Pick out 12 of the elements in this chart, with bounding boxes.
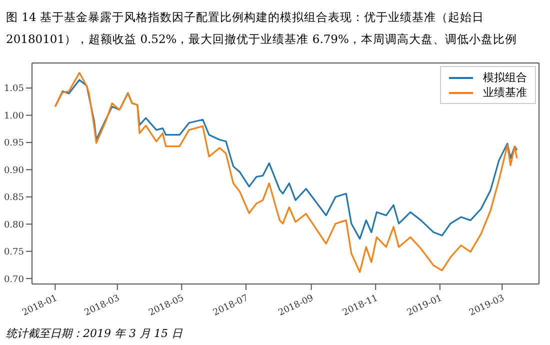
y-tick-label: 0.75: [4, 248, 24, 258]
legend-label: 业绩基准: [483, 85, 527, 100]
y-tick-label: 0.80: [4, 220, 24, 230]
y-tick-label: 0.85: [4, 193, 24, 204]
y-tick-label: 1.05: [4, 84, 24, 94]
y-tick-label: 1.00: [4, 111, 24, 122]
y-tick-label: 0.70: [4, 274, 24, 285]
y-tick-label: 0.95: [4, 138, 24, 149]
text: 统计截至日期：2019 年 3 月 15 日: [6, 326, 182, 341]
chart-title: 图 14 基于基金暴露于风格指数因子配置比例构建的模拟组合表现：优于业绩基准（起始日 20180101），超额收益 0.52%，最大回撤优于业绩基准 6.79%，本周调高大盘、调低小盘比例: [6, 9, 518, 48]
y-tick-label: 0.90: [4, 166, 24, 176]
legend-label: 模拟组合: [483, 70, 527, 85]
